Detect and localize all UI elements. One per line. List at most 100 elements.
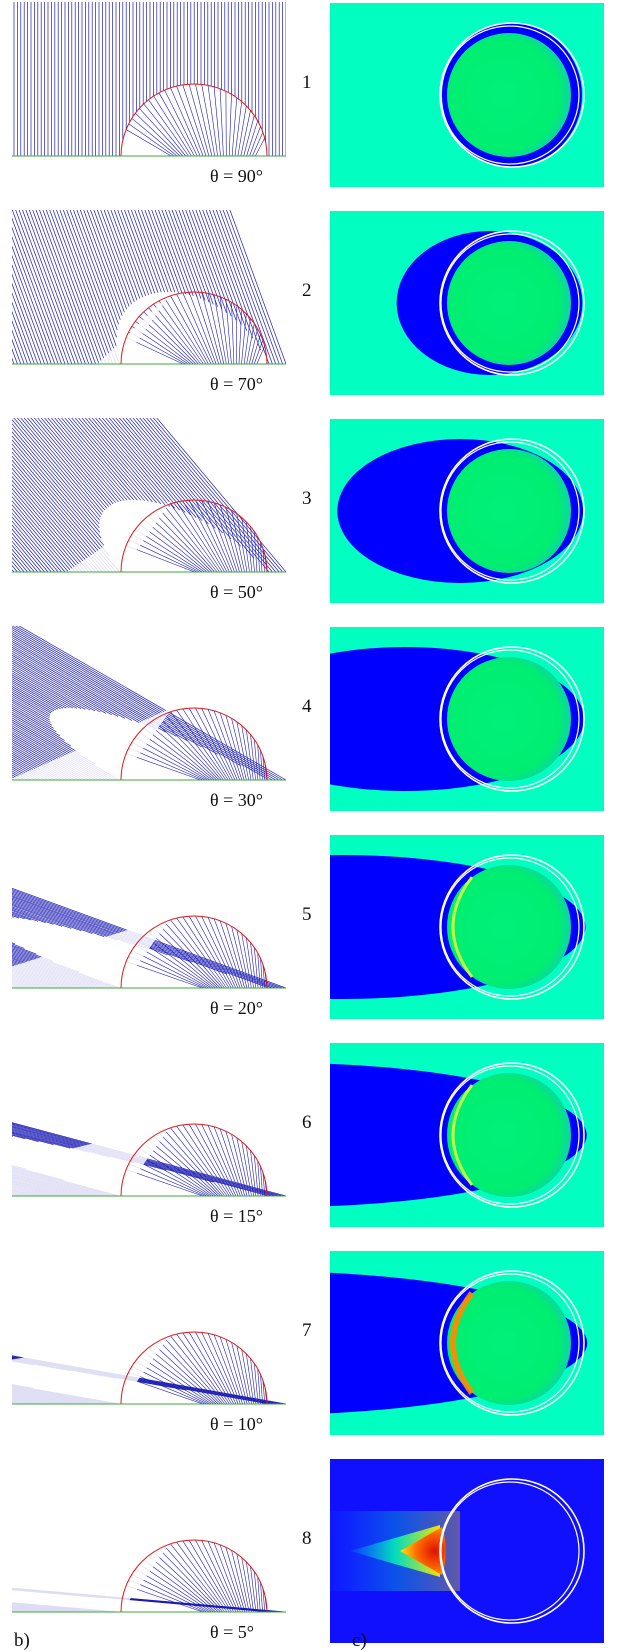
ray-line [59, 210, 117, 365]
ray-line [12, 752, 59, 781]
ray-line [139, 418, 270, 573]
ray-line [12, 648, 140, 724]
ray-line [144, 210, 176, 293]
angle-label-1: θ = 90° [210, 166, 263, 186]
ray-line [18, 210, 76, 365]
refracted-ray [139, 524, 205, 573]
ray-line [12, 670, 78, 709]
ray-line [12, 226, 62, 365]
shadow-region [0, 1124, 173, 1196]
refracted-ray [250, 1566, 257, 1613]
ray-line [84, 418, 157, 504]
row-number-column: 1 2 3 4 5 6 7 8 [302, 72, 312, 1549]
refracted-ray [257, 536, 260, 573]
ray-line [12, 524, 52, 573]
ray-line [132, 418, 241, 547]
row-number-1: 1 [302, 72, 312, 93]
ray-line [0, 624, 11, 780]
ray-line [12, 236, 59, 365]
dome-arc [120, 499, 268, 573]
ray-line [12, 544, 35, 573]
refracted-ray [236, 721, 249, 781]
ray-line [40, 418, 114, 505]
refracted-ray [131, 1158, 208, 1197]
ray-line [12, 903, 93, 934]
refracted-ray [139, 732, 210, 781]
ray-line [12, 310, 32, 365]
ray-line [12, 1129, 136, 1164]
ray-line [0, 1040, 1, 1134]
refracted-ray [143, 1143, 214, 1197]
ray-line [12, 887, 286, 989]
ray-line [12, 320, 28, 365]
refracted-ray [251, 334, 261, 365]
ray-line [12, 699, 51, 723]
refracted-ray [246, 1353, 254, 1405]
refracted-ray [236, 1345, 250, 1405]
refracted-ray [225, 715, 245, 781]
ray-line [12, 686, 55, 712]
ray-line [12, 656, 112, 716]
ray-line [12, 642, 166, 733]
ray-line [12, 528, 49, 573]
row-number-7: 7 [302, 1320, 312, 1341]
refracted-ray [207, 1541, 239, 1613]
ray-diagram-6: θ = 15° [0, 1040, 286, 1226]
ray-line [12, 1360, 35, 1366]
ray-line [12, 739, 83, 781]
ray-line [105, 418, 186, 513]
ray-diagram-column: θ = 90° θ = 70° θ = 50° θ = 30° θ = 20° θ = 1… [0, 2, 286, 1642]
ray-line [91, 418, 166, 506]
shadow-region [0, 1540, 173, 1612]
ray-line [12, 743, 76, 781]
ray-line [12, 637, 202, 748]
ray-line [12, 731, 96, 781]
dome-arc [120, 1539, 268, 1613]
ray-line [0, 624, 7, 780]
refracted-ray [153, 1551, 219, 1613]
ray-line [12, 443, 120, 573]
refracted-ray [131, 1574, 208, 1613]
refracted-ray [126, 961, 203, 989]
refracted-ray [257, 1160, 261, 1197]
refracted-ray [246, 729, 254, 781]
ray-line [12, 892, 273, 989]
refracted-ray [201, 84, 215, 157]
row-number-8: 8 [302, 1528, 312, 1549]
ray-line [12, 672, 74, 709]
ray-line [98, 418, 176, 509]
refracted-ray [139, 108, 184, 157]
refracted-ray [164, 89, 198, 157]
ray-line [12, 1131, 89, 1153]
ray-line [101, 418, 181, 511]
ray-line [12, 471, 96, 573]
refracted-ray [219, 296, 230, 365]
refracted-ray [176, 709, 227, 781]
ray-line [96, 210, 132, 305]
ray-line [81, 418, 153, 503]
row-number-4: 4 [302, 696, 312, 717]
refracted-ray [188, 916, 232, 989]
refracted-fan [126, 1123, 268, 1197]
refracted-ray [135, 528, 203, 573]
ray-line [12, 748, 66, 781]
refracted-ray [246, 1561, 254, 1613]
ray-line [12, 694, 50, 717]
refracted-ray [176, 917, 228, 989]
ray-line [181, 210, 218, 307]
ray-line [12, 905, 82, 932]
ray-line [0, 416, 11, 572]
refracted-ray [170, 1127, 226, 1197]
refracted-ray [254, 739, 259, 781]
refracted-ray [241, 1141, 252, 1197]
refracted-ray [135, 1568, 210, 1613]
ray-line [0, 832, 9, 917]
refracted-ray [256, 345, 265, 365]
refracted-ray [143, 519, 208, 573]
ray-line [202, 210, 248, 331]
ray-line [0, 832, 4, 916]
ray-line [129, 418, 232, 540]
ray-line [12, 729, 100, 781]
refracted-fan [125, 83, 265, 157]
dome-arc [120, 707, 268, 781]
